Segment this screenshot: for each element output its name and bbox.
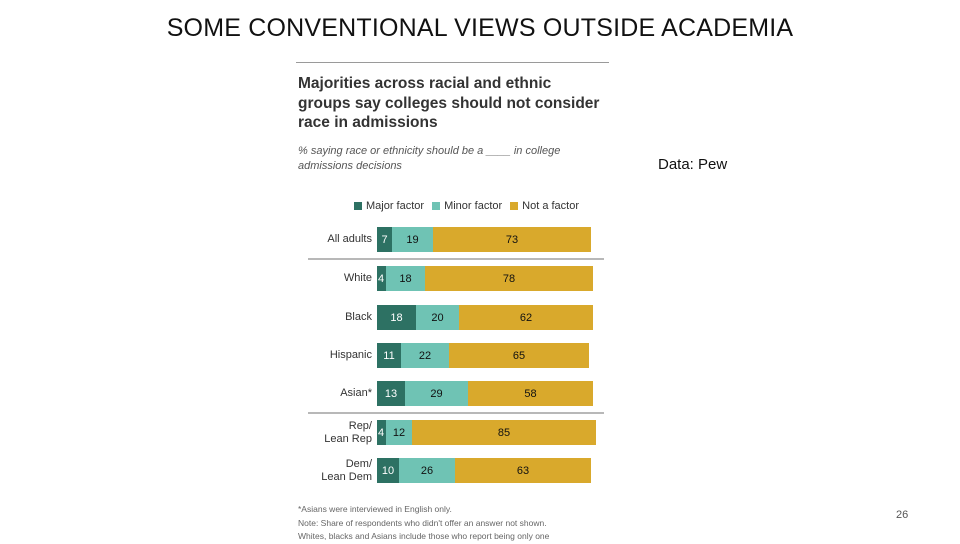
bar-segment-minor: 26 bbox=[399, 458, 455, 483]
bar-segment-major: 4 bbox=[377, 420, 386, 445]
legend-label-not: Not a factor bbox=[522, 200, 580, 212]
bar-segment-minor: 19 bbox=[392, 227, 433, 252]
data-label: 12 bbox=[392, 426, 406, 439]
data-label: 19 bbox=[406, 233, 419, 246]
legend-swatch-major bbox=[354, 202, 362, 210]
bar-segment-major: 7 bbox=[377, 227, 392, 252]
bar-segment-minor: 22 bbox=[401, 343, 449, 368]
legend-label-major: Major factor bbox=[366, 200, 425, 212]
data-label: 22 bbox=[418, 349, 432, 362]
data-label: 20 bbox=[431, 311, 444, 324]
chart-footnotes: *Asians were interviewed in English only… bbox=[298, 503, 610, 544]
data-label: 29 bbox=[430, 387, 443, 400]
row-label: White bbox=[343, 272, 372, 284]
data-label: 7 bbox=[381, 233, 388, 246]
data-label: 78 bbox=[502, 272, 516, 285]
bar-segment-minor: 12 bbox=[386, 420, 412, 445]
data-label: 4 bbox=[378, 426, 385, 439]
bar-segment-not: 85 bbox=[412, 420, 596, 445]
page-number: 26 bbox=[896, 509, 909, 521]
bar-segment-not: 65 bbox=[449, 343, 589, 368]
data-label: 73 bbox=[505, 233, 519, 246]
bar-segment-major: 18 bbox=[377, 305, 416, 330]
group-divider bbox=[308, 412, 604, 414]
group-divider bbox=[308, 258, 604, 260]
data-label: 26 bbox=[420, 464, 434, 477]
legend-item-not: Not a factor bbox=[510, 200, 579, 212]
footnote-line: Whites, blacks and Asians include those … bbox=[298, 531, 550, 541]
bar-segment-major: 11 bbox=[377, 343, 401, 368]
data-label: 11 bbox=[383, 349, 395, 362]
row-label: Hispanic bbox=[329, 349, 372, 361]
figure-top-rule bbox=[296, 62, 609, 63]
row-label: Dem/Lean Dem bbox=[321, 457, 372, 483]
legend-item-minor: Minor factor bbox=[432, 200, 502, 212]
bar-segment-major: 13 bbox=[377, 381, 405, 406]
footnote-line: Note: Share of respondents who didn't of… bbox=[298, 517, 547, 528]
bar-segment-not: 73 bbox=[433, 227, 591, 252]
legend-item-major: Major factor bbox=[354, 200, 424, 212]
bar-segment-not: 62 bbox=[459, 305, 593, 330]
legend-label-minor: Minor factor bbox=[444, 200, 503, 212]
slide-title: SOME CONVENTIONAL VIEWS OUTSIDE ACADEMIA bbox=[166, 14, 794, 42]
pew-chart-figure: Majorities across racial and ethnic grou… bbox=[296, 62, 612, 541]
data-label: 62 bbox=[519, 311, 533, 324]
chart-legend: Major factor Minor factor Not a factor bbox=[354, 200, 587, 212]
row-label: Rep/Lean Rep bbox=[324, 419, 372, 445]
bar-segment-major: 10 bbox=[377, 458, 399, 483]
data-label: 10 bbox=[381, 464, 395, 477]
bar-segment-not: 58 bbox=[468, 381, 593, 406]
data-source-note: Data: Pew bbox=[658, 156, 728, 173]
data-label: 18 bbox=[399, 272, 412, 285]
bar-segment-minor: 18 bbox=[386, 266, 425, 291]
data-label: 13 bbox=[384, 387, 398, 400]
legend-swatch-not bbox=[510, 202, 519, 210]
bar-segment-major: 4 bbox=[377, 266, 386, 291]
chart-title: Majorities across racial and ethnic grou… bbox=[298, 75, 600, 131]
row-label: All adults bbox=[327, 233, 372, 245]
row-label: Black bbox=[345, 311, 372, 323]
chart-subtitle: % saying race or ethnicity should be a _… bbox=[298, 145, 561, 172]
legend-swatch-minor bbox=[432, 202, 441, 210]
footnote-line: *Asians were interviewed in English only… bbox=[298, 504, 452, 514]
bar-segment-not: 63 bbox=[455, 458, 591, 483]
data-label: 18 bbox=[390, 311, 403, 324]
row-label: Asian* bbox=[340, 387, 372, 399]
data-label: 58 bbox=[524, 387, 537, 400]
bar-segment-minor: 29 bbox=[405, 381, 468, 406]
data-label: 4 bbox=[378, 272, 385, 285]
data-label: 63 bbox=[516, 464, 530, 477]
bar-segment-minor: 20 bbox=[416, 305, 459, 330]
bar-segment-not: 78 bbox=[425, 266, 593, 291]
data-label: 65 bbox=[512, 349, 526, 362]
data-label: 85 bbox=[497, 426, 511, 439]
